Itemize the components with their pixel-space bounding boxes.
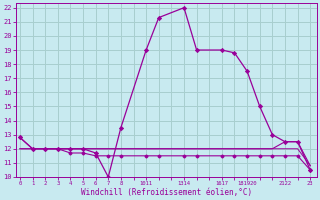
X-axis label: Windchill (Refroidissement éolien,°C): Windchill (Refroidissement éolien,°C) — [81, 188, 252, 197]
